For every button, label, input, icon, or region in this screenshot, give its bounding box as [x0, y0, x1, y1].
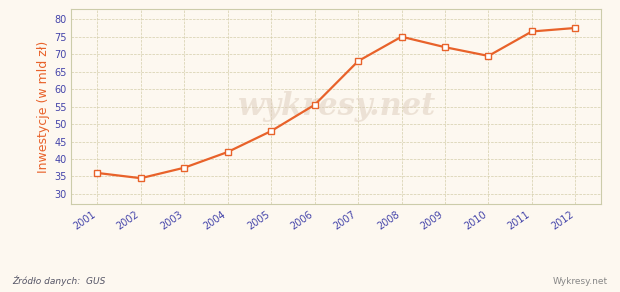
- Text: wykresy.net: wykresy.net: [237, 91, 435, 122]
- Text: Źródło danych:  GUS: Źródło danych: GUS: [12, 276, 106, 286]
- Text: Wykresy.net: Wykresy.net: [552, 277, 608, 286]
- Y-axis label: Inwestycje (w mld zł): Inwestycje (w mld zł): [37, 41, 50, 173]
